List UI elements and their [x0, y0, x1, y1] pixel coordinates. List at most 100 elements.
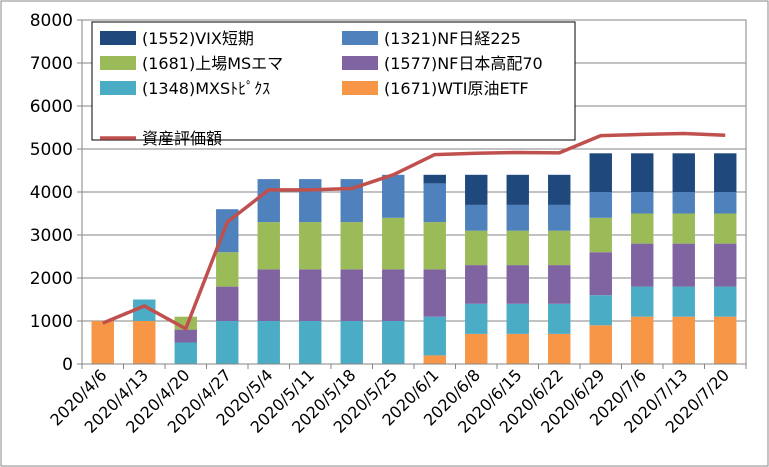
bar-segment	[257, 179, 280, 223]
y-axis-ticks: 0 1000 2000 3000 4000 5000 6000 7000 8000	[30, 11, 73, 375]
legend-swatch	[100, 81, 136, 95]
bar-segment	[423, 355, 446, 364]
bar-segment	[216, 286, 239, 321]
bar-segment	[548, 303, 571, 334]
bar-segment	[299, 179, 322, 223]
bar-segment	[299, 321, 322, 364]
bar-segment	[631, 243, 654, 287]
line-series-path	[102, 131, 726, 331]
bar-segment	[714, 316, 737, 364]
bar-segment	[548, 265, 571, 304]
bar-segment	[299, 269, 322, 321]
bar-segment	[714, 153, 737, 192]
bar-segment	[257, 222, 280, 270]
bar-segment	[672, 243, 695, 287]
legend-swatch	[100, 31, 136, 45]
bar-segment	[548, 174, 571, 205]
bar-segment	[382, 217, 405, 270]
legend-label: (1348)MXSﾄﾋﾟｸｽ	[142, 79, 270, 98]
legend-label: 資産評価額	[142, 129, 222, 148]
y-tick-label: 4000	[30, 183, 73, 203]
bar-segment	[548, 204, 571, 231]
bar-segment	[133, 299, 156, 321]
bar-segment	[631, 153, 654, 192]
bar-segment	[589, 217, 612, 253]
y-tick-label: 3000	[30, 226, 73, 246]
bar-segment	[589, 252, 612, 296]
bar-segment	[340, 321, 363, 364]
asset-value-line	[102, 131, 726, 331]
bar-segment	[465, 204, 488, 231]
bar-segment	[631, 213, 654, 244]
bar-segment	[216, 321, 239, 364]
bar-segment	[465, 303, 488, 334]
bar-segment	[174, 342, 197, 364]
bar-segment	[423, 316, 446, 356]
bar-segment	[672, 192, 695, 214]
legend-swatch	[342, 56, 378, 70]
bar-segment	[506, 174, 529, 205]
legend-swatch	[342, 31, 378, 45]
bar-stacks	[91, 153, 737, 364]
bar-segment	[631, 316, 654, 364]
bar-segment	[382, 174, 405, 218]
legend-box	[91, 21, 576, 141]
bar-segment	[382, 269, 405, 321]
bar-segment	[340, 222, 363, 270]
bar-segment	[589, 295, 612, 326]
bar-segment	[216, 252, 239, 287]
bar-segment	[589, 153, 612, 192]
bar-segment	[257, 269, 280, 321]
bar-segment	[465, 174, 488, 205]
bar-segment	[423, 222, 446, 270]
bar-segment	[672, 316, 695, 364]
bar-segment	[506, 265, 529, 304]
y-tick-label: 7000	[30, 54, 73, 74]
bar-segment	[133, 321, 156, 364]
bar-segment	[340, 269, 363, 321]
bar-segment	[91, 321, 114, 364]
bar-segment	[257, 321, 280, 364]
bar-segment	[672, 213, 695, 244]
bar-segment	[506, 230, 529, 266]
bar-segment	[714, 286, 737, 317]
bar-segment	[589, 192, 612, 218]
legend-swatch	[100, 56, 136, 70]
bar-segment	[423, 183, 446, 223]
bar-segment	[174, 329, 197, 343]
bar-segment	[506, 204, 529, 231]
bar-segment	[423, 174, 446, 184]
bar-segment	[382, 321, 405, 364]
bar-segment	[465, 333, 488, 364]
bar-segment	[672, 153, 695, 192]
legend-label: (1321)NF日経225	[384, 29, 521, 48]
y-tick-label: 5000	[30, 140, 73, 160]
bar-segment	[714, 192, 737, 214]
bar-segment	[506, 333, 529, 364]
bar-segment	[465, 230, 488, 266]
bar-segment	[465, 265, 488, 304]
bar-segment	[548, 230, 571, 266]
y-tick-label: 0	[62, 355, 73, 375]
y-tick-label: 1000	[30, 312, 73, 332]
legend-swatch	[342, 81, 378, 95]
legend-label: (1671)WTI原油ETF	[384, 79, 529, 98]
legend-label: (1681)上場MSエマ	[142, 54, 283, 73]
y-tick-label: 2000	[30, 269, 73, 289]
bar-segment	[672, 286, 695, 317]
legend: (1552)VIX短期 (1321)NF日経225 (1681)上場MSエマ (157…	[91, 21, 576, 148]
legend-label: (1577)NF日本高配70	[384, 54, 543, 73]
bar-segment	[714, 243, 737, 287]
bar-segment	[589, 325, 612, 364]
bar-segment	[714, 213, 737, 244]
y-tick-label: 6000	[30, 97, 73, 117]
bar-segment	[299, 222, 322, 270]
y-tick-label: 8000	[30, 11, 73, 31]
bar-segment	[423, 269, 446, 317]
axes	[77, 19, 747, 369]
bar-segment	[506, 303, 529, 334]
legend-label: (1552)VIX短期	[142, 29, 254, 48]
bar-segment	[548, 333, 571, 364]
